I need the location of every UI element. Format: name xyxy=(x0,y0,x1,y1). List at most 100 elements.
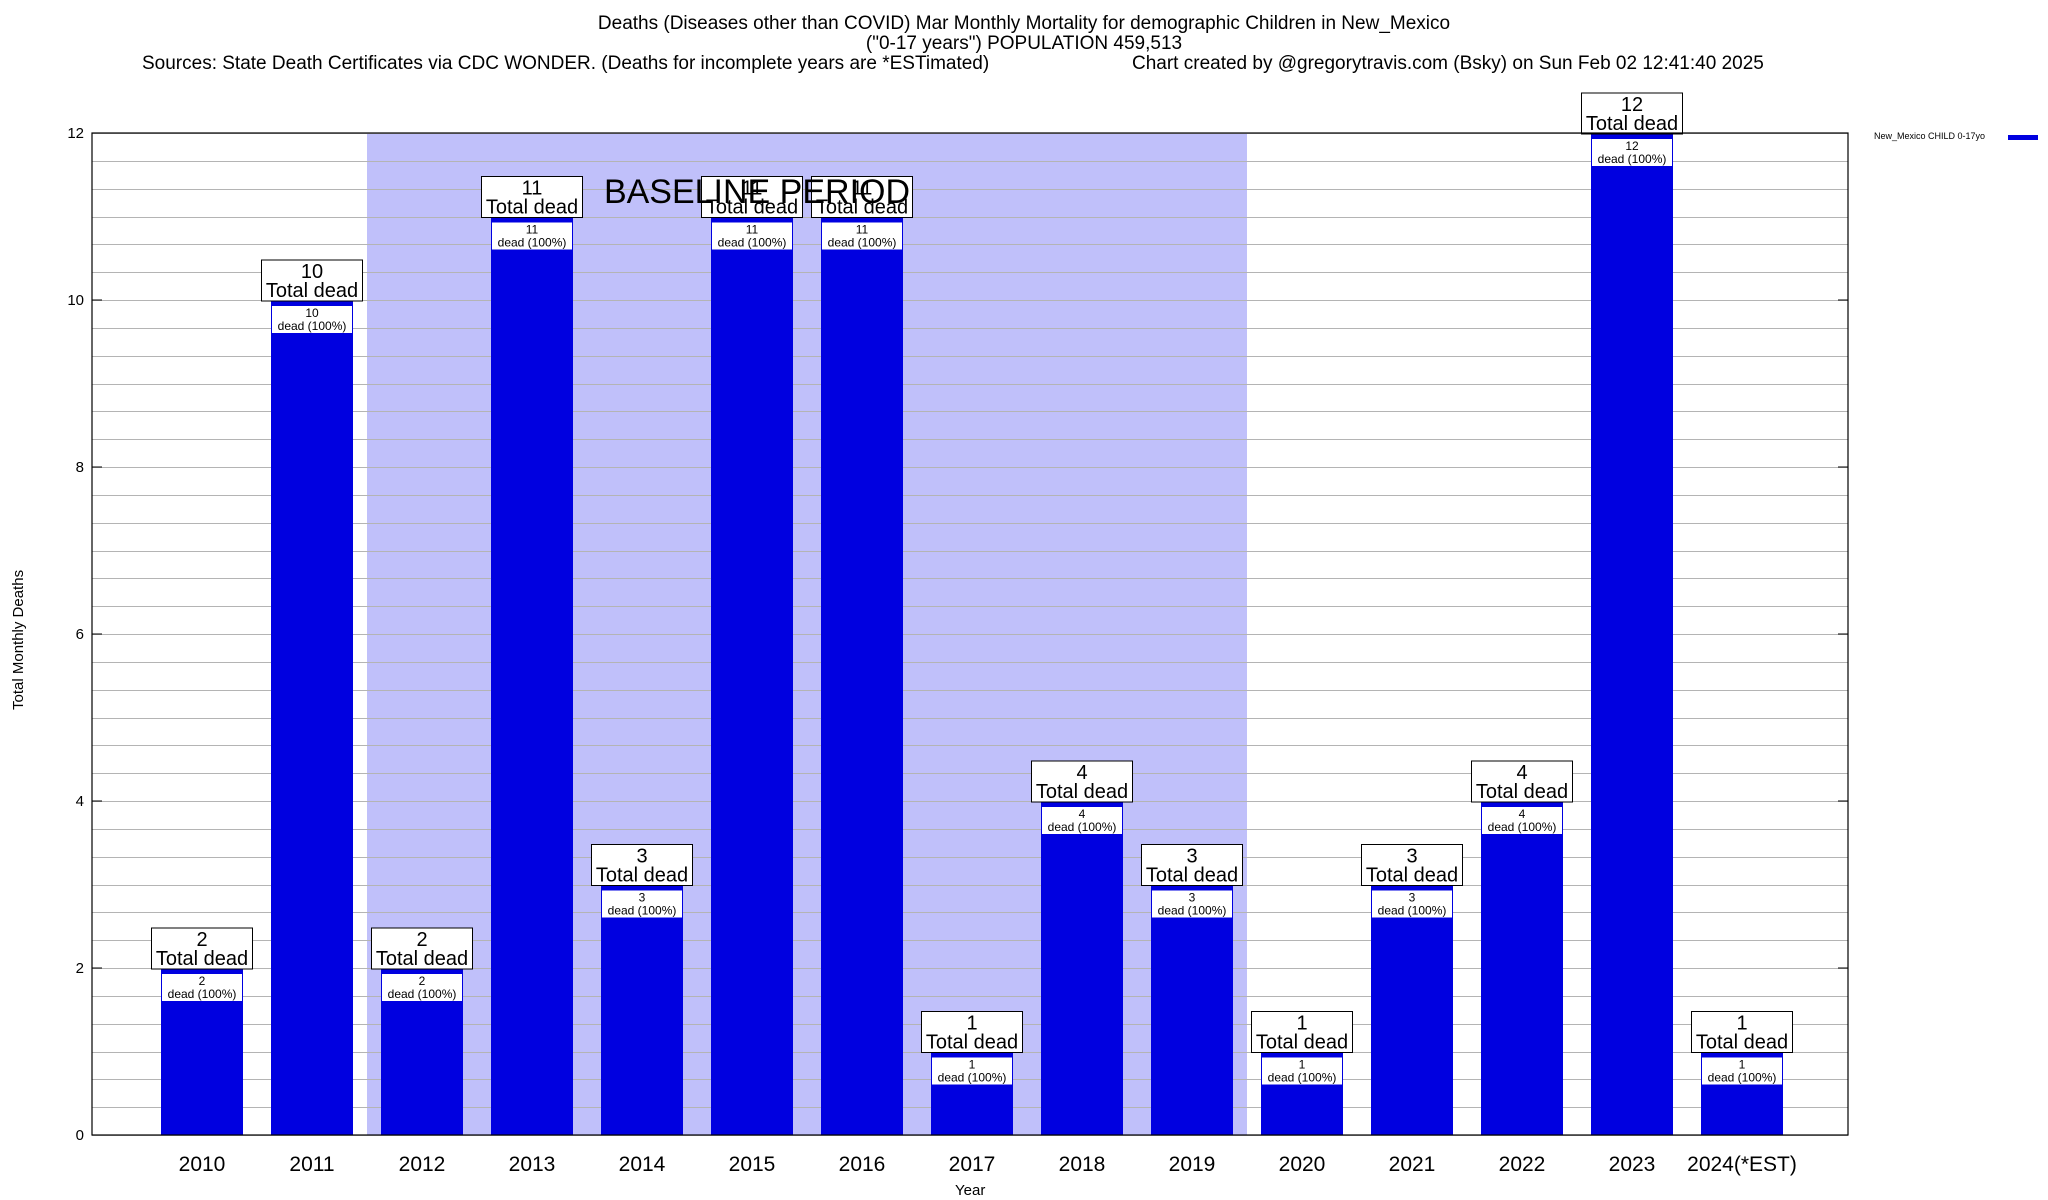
bar-total-label-box xyxy=(811,176,913,218)
bar-total-label-box xyxy=(1581,92,1683,135)
bar-inner-label-box xyxy=(822,222,902,250)
x-tick-label: 2018 xyxy=(1059,1153,1106,1176)
bar-inner-label-box xyxy=(1592,139,1672,166)
bar-inner-label-box xyxy=(492,222,572,250)
bar-total-label: Total dead xyxy=(156,948,248,970)
bar-inner-label-box xyxy=(1702,1057,1782,1085)
bar xyxy=(821,216,903,1135)
bar-inner-value: 1 xyxy=(969,1058,976,1072)
bar-total-label: Total dead xyxy=(816,197,908,219)
bar-inner-label: dead (100%) xyxy=(1598,152,1667,166)
bar-inner-value: 11 xyxy=(526,223,539,237)
x-tick-label: 2024(*EST) xyxy=(1687,1153,1797,1176)
bar-inner-value: 2 xyxy=(419,974,426,988)
bar-total-label-box xyxy=(1031,760,1133,803)
bar-inner-label-box xyxy=(602,890,682,918)
bar xyxy=(1591,133,1673,1135)
bar-inner-label-box xyxy=(1262,1057,1342,1085)
bar-total-label: Total dead xyxy=(706,197,798,219)
bar-total-value: 4 xyxy=(1516,762,1527,784)
bar-inner-label: dead (100%) xyxy=(1378,904,1447,918)
bar-total-label-box xyxy=(1471,760,1573,803)
bar-inner-label-box xyxy=(1152,890,1232,918)
bar-total-label-box xyxy=(371,927,473,970)
bar-total-label-box xyxy=(1691,1011,1793,1053)
x-tick-label: 2010 xyxy=(179,1153,226,1176)
bar xyxy=(491,216,573,1135)
bar-inner-value: 2 xyxy=(199,974,206,988)
x-axis-label: Year xyxy=(955,1182,986,1199)
bar-inner-value: 3 xyxy=(639,891,646,905)
bar-inner-value: 1 xyxy=(1739,1058,1746,1072)
x-tick-label: 2022 xyxy=(1499,1153,1546,1176)
bar xyxy=(601,884,683,1135)
y-tick-label: 0 xyxy=(76,1127,84,1144)
bar-inner-label-box xyxy=(712,222,792,250)
bar-inner-label: dead (100%) xyxy=(718,236,787,250)
bar-total-value: 1 xyxy=(1296,1013,1307,1035)
bar-total-label-box xyxy=(151,927,253,970)
chart-sources: Sources: State Death Certificates via CD… xyxy=(142,53,990,74)
bar-total-label-box xyxy=(591,844,693,886)
bar-total-value: 11 xyxy=(852,178,873,200)
x-tick-label: 2017 xyxy=(949,1153,996,1176)
chart-title-line-1: Deaths (Diseases other than COVID) Mar M… xyxy=(597,13,1451,34)
bar-inner-value: 3 xyxy=(1409,891,1416,905)
x-tick-label: 2011 xyxy=(289,1153,334,1176)
y-tick-label: 10 xyxy=(67,292,84,309)
bar-inner-label-box xyxy=(932,1057,1012,1085)
bar-total-label: Total dead xyxy=(1586,113,1678,135)
bar-total-value: 3 xyxy=(1186,846,1197,868)
bar xyxy=(1481,801,1563,1135)
bar xyxy=(271,300,353,1135)
bar-total-label-box xyxy=(921,1011,1023,1053)
y-tick-label: 6 xyxy=(76,626,84,643)
bar-total-label: Total dead xyxy=(1036,781,1128,803)
bar-inner-label: dead (100%) xyxy=(1158,904,1227,918)
bar xyxy=(1371,884,1453,1135)
x-tick-label: 2019 xyxy=(1169,1153,1216,1176)
bar-inner-label-box xyxy=(1482,807,1562,834)
bar-inner-label: dead (100%) xyxy=(828,236,897,250)
bar-total-value: 3 xyxy=(636,846,647,868)
x-tick-label: 2014 xyxy=(619,1153,666,1176)
bar-total-label: Total dead xyxy=(1366,865,1458,887)
y-tick-label: 8 xyxy=(76,459,84,476)
y-axis-label: Total Monthly Deaths xyxy=(10,569,27,710)
bar-inner-value: 4 xyxy=(1079,807,1086,821)
bar-total-label-box xyxy=(1141,844,1243,886)
bar-total-value: 12 xyxy=(1621,94,1643,116)
bar-total-value: 1 xyxy=(966,1013,977,1035)
x-tick-label: 2012 xyxy=(399,1153,446,1176)
bar-total-value: 10 xyxy=(301,261,323,283)
x-tick-label: 2015 xyxy=(729,1153,776,1176)
bar-inner-value: 4 xyxy=(1519,807,1526,821)
bar-inner-label-box xyxy=(1042,807,1122,834)
bar-total-value: 2 xyxy=(416,929,427,951)
bar-total-value: 1 xyxy=(1736,1013,1747,1035)
bar-total-label: Total dead xyxy=(376,948,468,970)
bar-total-label: Total dead xyxy=(1146,865,1238,887)
bar-total-label: Total dead xyxy=(596,865,688,887)
bar-total-value: 4 xyxy=(1076,762,1087,784)
bar-inner-label-box xyxy=(382,974,462,1001)
bar-total-label-box xyxy=(481,176,583,218)
bar-total-label-box xyxy=(261,259,363,302)
bar xyxy=(1041,801,1123,1135)
bar-total-label: Total dead xyxy=(1476,781,1568,803)
bar-inner-label-box xyxy=(272,306,352,333)
y-tick-label: 4 xyxy=(76,793,84,810)
bar-inner-value: 1 xyxy=(1299,1058,1306,1072)
bar-inner-label: dead (100%) xyxy=(938,1071,1007,1085)
bar-inner-label: dead (100%) xyxy=(388,987,457,1001)
bar-inner-label-box xyxy=(1372,890,1452,918)
bar-inner-label-box xyxy=(162,974,242,1001)
bars-layer xyxy=(161,133,1783,1135)
bar-inner-label: dead (100%) xyxy=(1268,1071,1337,1085)
bar-inner-value: 11 xyxy=(856,223,869,237)
bar-inner-value: 10 xyxy=(305,306,319,320)
x-tick-label: 2016 xyxy=(839,1153,886,1176)
bar-total-label-box xyxy=(1361,844,1463,886)
